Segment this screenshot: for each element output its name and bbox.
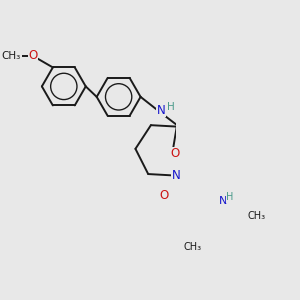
Text: N: N — [219, 196, 227, 206]
Text: O: O — [170, 147, 180, 160]
Text: CH₃: CH₃ — [184, 242, 202, 252]
Text: N: N — [172, 169, 181, 182]
Text: CH₃: CH₃ — [2, 51, 21, 61]
Text: N: N — [157, 104, 166, 117]
Text: O: O — [160, 190, 169, 202]
Text: CH₃: CH₃ — [248, 212, 266, 221]
Text: H: H — [226, 193, 234, 202]
Text: O: O — [28, 50, 38, 62]
Text: H: H — [167, 102, 174, 112]
